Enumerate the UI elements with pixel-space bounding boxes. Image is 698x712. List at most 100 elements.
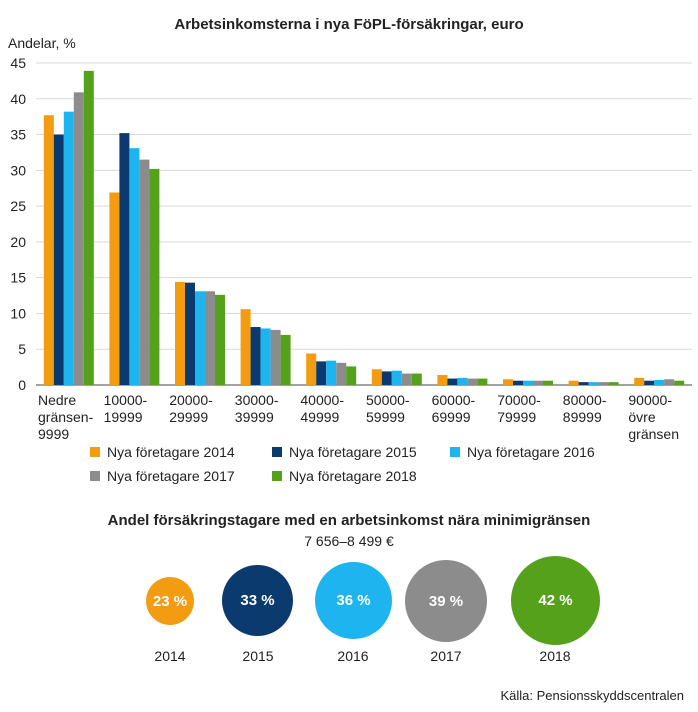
x-tick-label: 30000- [235,392,279,408]
bar [270,329,281,385]
bar [73,92,84,386]
x-tick-label: 80000- [563,392,607,408]
bubble-label-2018: 42 % [538,592,573,609]
legend-item-2017: Nya företagare 2017 [90,468,235,484]
legend-label-2015: Nya företagare 2015 [289,444,417,460]
legend-label-2014: Nya företagare 2014 [107,444,235,460]
x-tick-label: 89999 [563,409,602,425]
bar [411,373,422,385]
bar [674,380,685,385]
bubble-label-2017: 39 % [428,592,464,610]
legend-swatch-2017 [90,471,100,481]
y-tick-label: 45 [10,55,26,71]
bubble-label-2015: 33 % [240,592,275,609]
x-tick-label: 19999 [104,409,143,425]
bar [437,374,448,385]
x-tick-label: 49999 [300,409,339,425]
bar [260,328,271,385]
bar [381,371,392,385]
bubble-2015: 33 % [222,565,293,636]
legend-swatch-2018 [272,471,282,481]
x-tick-label: 90000- [628,392,672,408]
y-tick-label: 25 [10,198,26,214]
x-tick-label: övre [628,409,655,425]
bar [336,362,347,385]
x-tick-label: 69999 [432,409,471,425]
y-tick-label: 35 [10,127,26,143]
x-tick-label: 9999 [38,426,69,442]
bar [664,379,675,385]
bar [149,168,160,385]
bar [477,378,488,385]
bar [644,380,655,385]
bar [215,294,225,385]
bar [578,382,589,385]
y-tick-label: 40 [10,91,26,107]
legend-item-2018: Nya företagare 2018 [272,468,417,484]
bar [598,382,609,385]
y-tick-label: 30 [10,162,26,178]
bubble-2016: 36 % [315,562,392,639]
bar [533,380,543,385]
bar [43,115,54,385]
legend-item-2015: Nya företagare 2015 [272,444,417,460]
bar [346,366,357,385]
chart-title: Arbetsinkomsterna i nya FöPL-försäkringa… [174,16,524,33]
y-tick-label: 15 [10,270,26,286]
bar [467,378,478,385]
bubble-label-2014: 23 % [152,592,188,610]
bubble-2017: 39 % [405,560,487,642]
legend-item-2014: Nya företagare 2014 [90,444,235,460]
legend-swatch-2014 [90,447,100,457]
x-tick-label: 70000- [497,392,541,408]
y-axis-label: Andelar, % [8,35,76,51]
x-tick-label: 40000- [300,392,344,408]
bar [326,360,337,385]
bubble-year-2014: 2014 [154,648,186,664]
legend-item-2016: Nya företagare 2016 [450,444,595,460]
x-tick-label: 29999 [169,409,208,425]
bar [195,291,205,385]
bar [280,334,291,385]
bar [175,281,185,385]
bar [109,192,120,385]
legend-swatch-2015 [272,447,282,457]
x-tick-label: 59999 [366,409,405,425]
bubble-label-2016: 36 % [336,592,371,609]
bar [185,282,195,385]
bar [83,70,94,386]
bubble-2014: 23 % [146,577,194,625]
bar [568,380,579,385]
legend-swatch-2016 [450,447,460,457]
bar [371,369,382,385]
bar [205,291,215,385]
bubble-year-2018: 2018 [539,648,571,664]
bar [306,353,317,385]
legend-label-2018: Nya företagare 2018 [289,468,417,484]
bar [119,133,130,385]
bubble-year-2016: 2016 [337,648,369,664]
y-tick-label: 0 [18,377,26,393]
bubble-year-2015: 2015 [242,648,274,664]
bar [240,309,251,385]
x-tick-label: 50000- [366,392,410,408]
bar [513,380,523,385]
bar [654,379,665,385]
bar [543,380,553,385]
x-tick-label: 79999 [497,409,536,425]
x-tick-label: Nedre [38,392,76,408]
y-tick-label: 10 [10,305,26,321]
minimum-share-title: Andel försäkringstagare med en arbetsink… [107,512,591,529]
bubble-2018: 42 % [511,556,600,645]
bar [250,327,261,385]
bar [316,361,327,385]
bar [588,382,599,385]
y-tick-label: 20 [10,234,26,250]
bar [139,159,150,385]
bar [63,111,74,385]
minimum-share-range: 7 656–8 499 € [304,533,394,549]
x-tick-label: gränsen [628,426,679,442]
bubble-year-2017: 2017 [430,648,462,664]
x-tick-label: 10000- [104,392,148,408]
